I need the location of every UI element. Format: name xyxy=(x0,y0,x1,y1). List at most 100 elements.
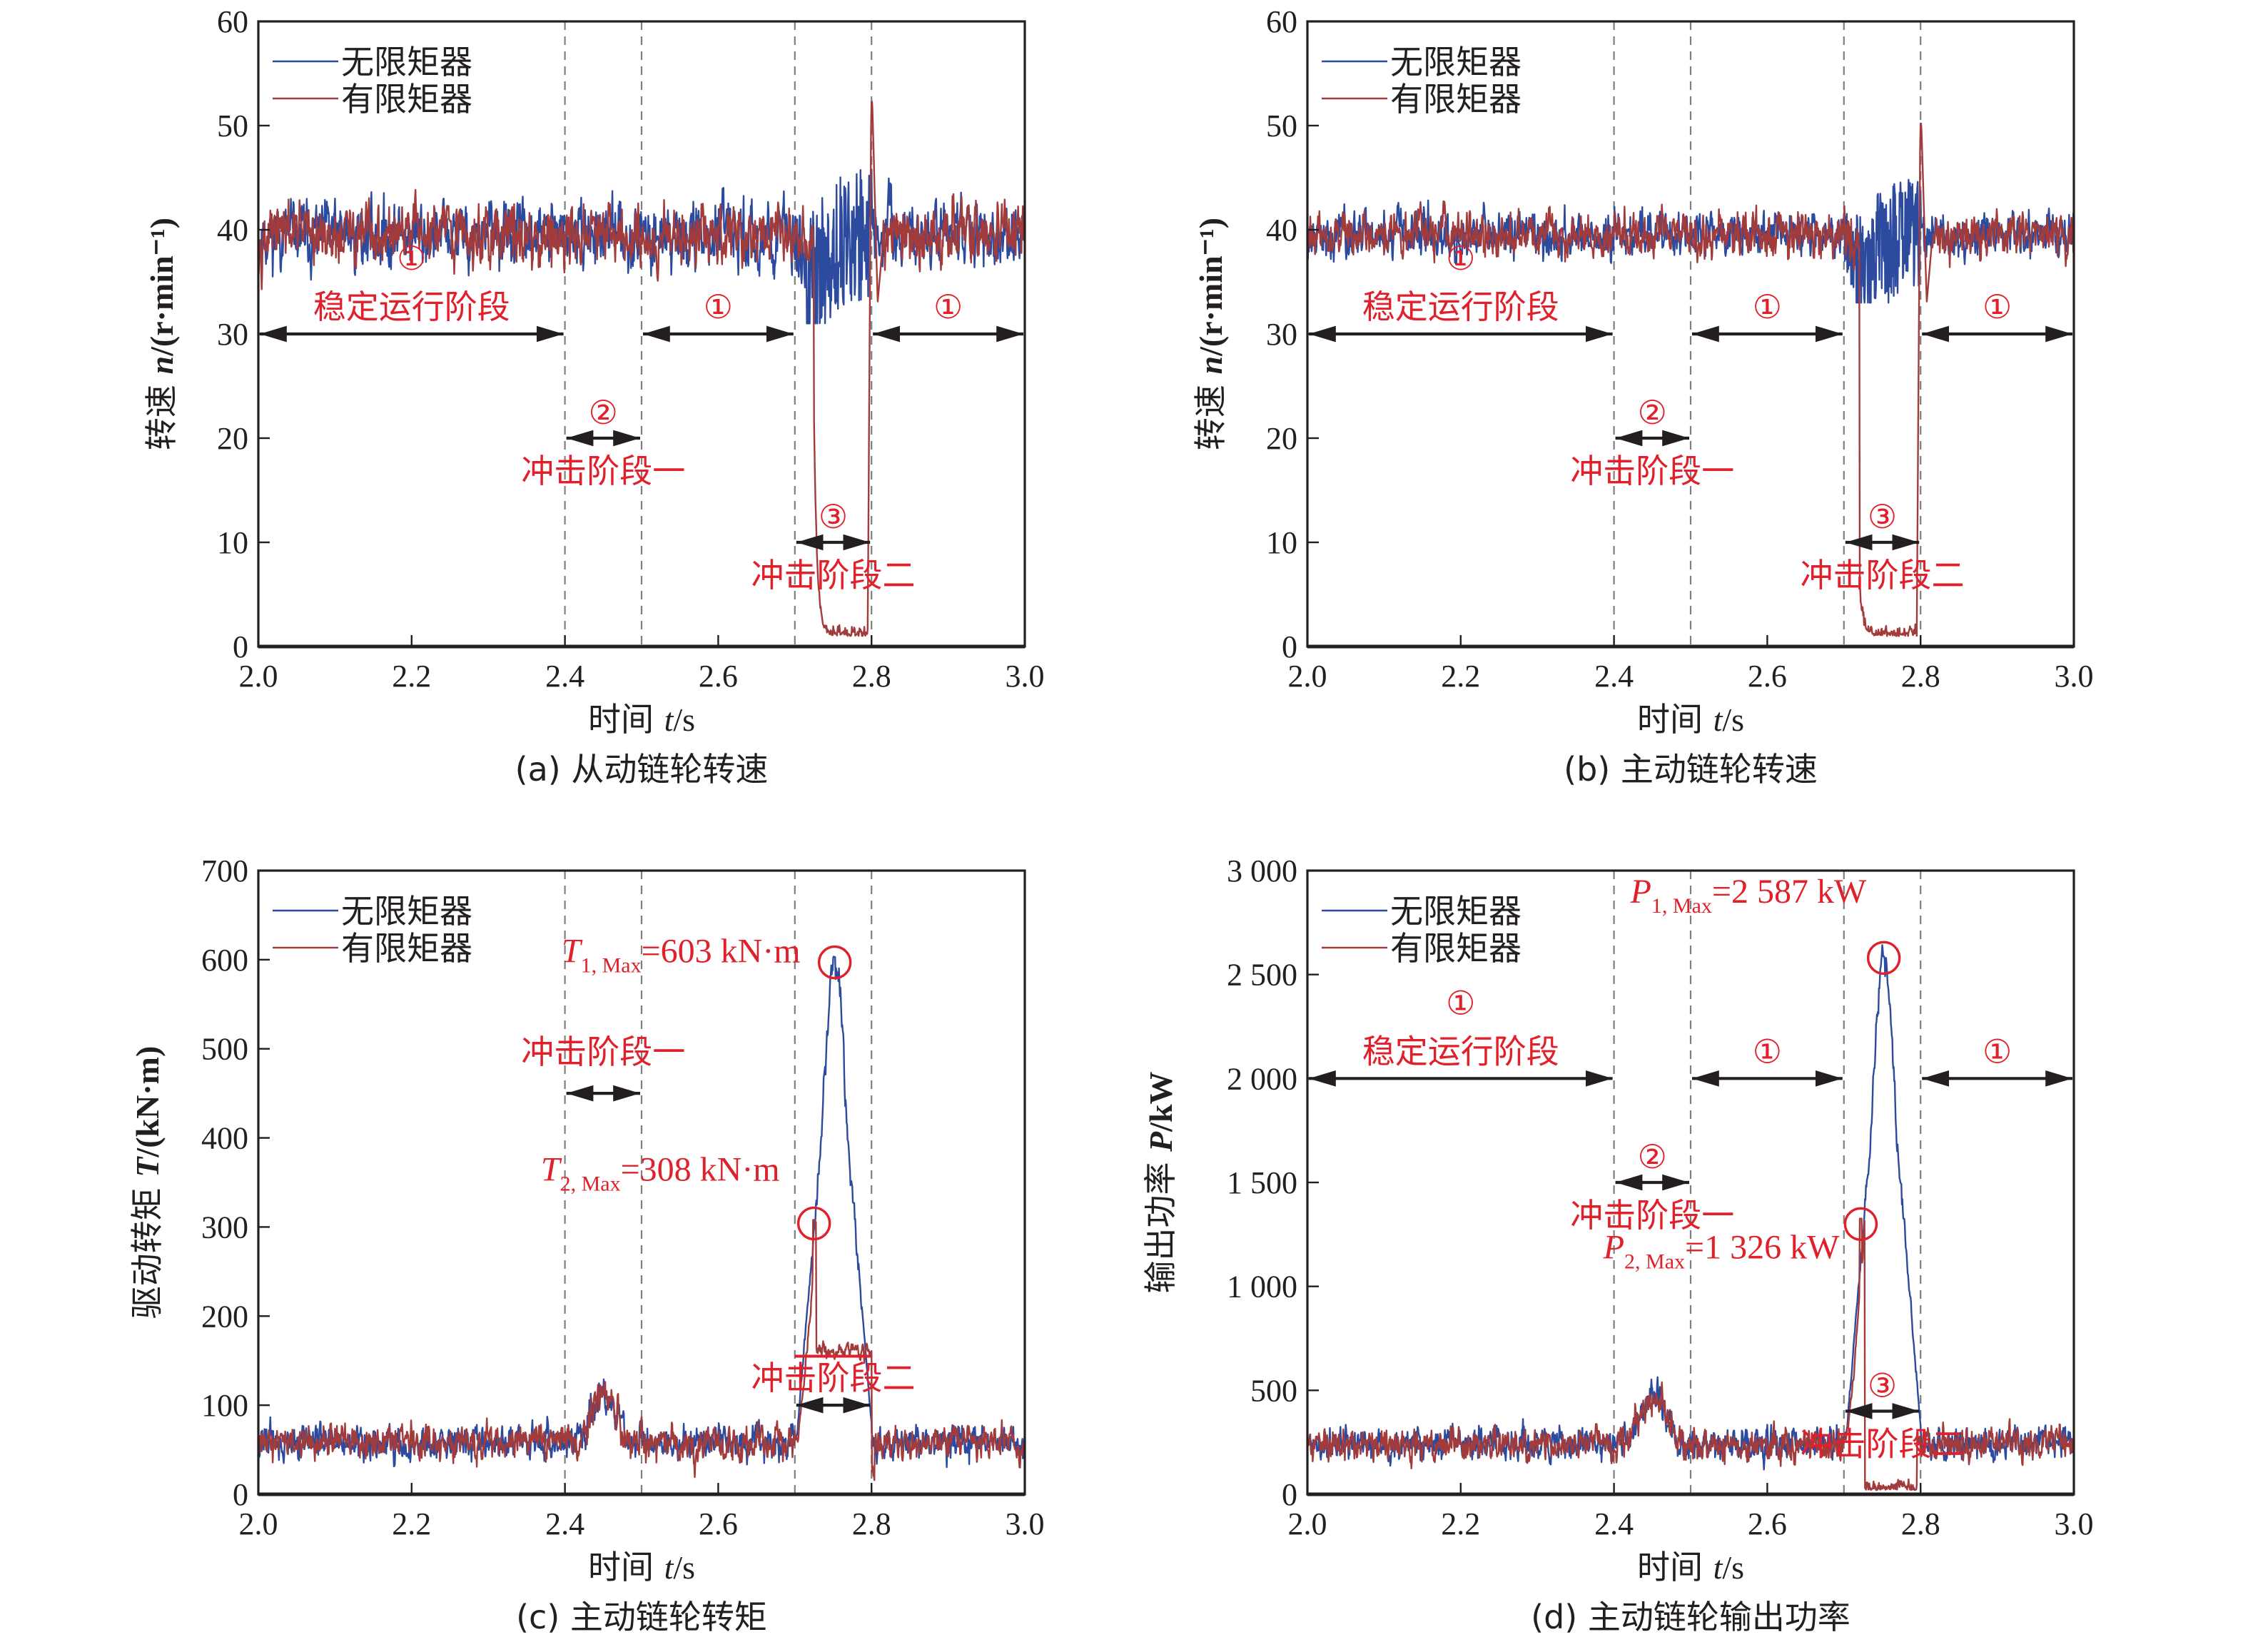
x-tick-label: 2.6 xyxy=(699,659,738,694)
legend-label: 有限矩器 xyxy=(1390,80,1522,118)
x-axis-title-unit: /s xyxy=(673,1549,695,1586)
x-tick-label: 2.4 xyxy=(545,659,584,694)
y-axis-title: 输出功率 P/kW xyxy=(1141,1071,1180,1293)
panel-a-driven-sprocket-speed: 2.0 2.2 2.4 2.6 2.8 3.0 0 10 20 30 40 50 60 时间 t/s (a)… xyxy=(142,4,1045,789)
stage-label: 冲击阶段一 xyxy=(521,1033,685,1071)
peak-value-label: T2, Max=308 kN·m xyxy=(541,1150,780,1195)
stage-label: 稳定运行阶段 xyxy=(313,288,510,326)
y-axis-title-prefix: 转速 xyxy=(142,374,181,450)
stage-marker: ① xyxy=(1983,1032,2012,1070)
y-axis-title-unit: /kW xyxy=(1143,1071,1179,1132)
stage-label: 冲击阶段一 xyxy=(1570,452,1734,490)
peak-value-text: =1 326 kW xyxy=(1685,1228,1840,1266)
stage-marker: ③ xyxy=(1868,1366,1897,1404)
y-tick-label: 500 xyxy=(201,1032,248,1067)
legend-label: 有限矩器 xyxy=(341,80,472,118)
x-axis-title-unit: /s xyxy=(1722,1549,1744,1586)
panel-caption: (d) 主动链轮输出功率 xyxy=(1531,1598,1850,1636)
y-tick-label: 1 500 xyxy=(1227,1165,1297,1200)
peak-marker-circle xyxy=(796,1206,831,1241)
y-axis-title: 转速 n/(r·min⁻¹) xyxy=(1191,218,1230,450)
y-tick-label: 2 500 xyxy=(1227,958,1297,993)
legend-label: 无限矩器 xyxy=(1390,43,1522,81)
peak-value-label: T1, Max=603 kN·m xyxy=(562,933,801,978)
x-tick-label: 2.6 xyxy=(1748,659,1787,694)
y-tick-label: 10 xyxy=(217,525,248,560)
y-tick-label: 200 xyxy=(201,1299,248,1334)
x-axis-title-unit: /s xyxy=(673,701,695,738)
y-tick-label: 50 xyxy=(1266,108,1297,143)
y-axis-title: 驱动转矩 T/(kN·m) xyxy=(128,1046,166,1319)
series-line-with-limiter xyxy=(1306,1217,2075,1491)
y-axis-title-prefix: 输出功率 xyxy=(1141,1152,1180,1294)
y-tick-label: 1 000 xyxy=(1227,1270,1297,1304)
panel-d-drive-sprocket-power: 2.0 2.2 2.4 2.6 2.8 3.0 0 500 1 000 1 500 2 000 2 5… xyxy=(1141,853,2094,1636)
x-axis-title: 时间 t/s xyxy=(588,700,695,739)
x-tick-label: 2.2 xyxy=(1441,659,1480,694)
peak-var: T xyxy=(562,933,583,971)
stage-marker: ① xyxy=(1983,288,2012,326)
peak-marker-circle xyxy=(1843,1207,1878,1241)
x-axis-title: 时间 t/s xyxy=(1637,700,1744,739)
stage-marker: ② xyxy=(589,393,618,432)
x-axis-title-prefix: 时间 xyxy=(1637,1548,1713,1586)
peak-value-text: =308 kN·m xyxy=(621,1150,780,1188)
y-axis-title: 转速 n/(r·min⁻¹) xyxy=(142,218,181,450)
panel-c-drive-sprocket-torque: 2.0 2.2 2.4 2.6 2.8 3.0 0 100 200 300 400 500 600 700… xyxy=(128,853,1045,1636)
x-tick-label: 2.4 xyxy=(1594,659,1634,694)
peak-var: P xyxy=(1630,873,1651,911)
y-tick-label: 50 xyxy=(217,108,248,143)
peak-subscript: 2, Max xyxy=(1624,1250,1685,1273)
y-tick-label: 20 xyxy=(1266,421,1297,456)
series-line-with-limiter xyxy=(257,101,1026,637)
peak-marker-circle xyxy=(817,945,852,980)
y-tick-label: 60 xyxy=(217,4,248,39)
legend-label: 有限矩器 xyxy=(341,929,472,968)
stage-label: 稳定运行阶段 xyxy=(1362,1032,1559,1070)
stage-marker: ① xyxy=(1753,1032,1782,1070)
legend-label: 无限矩器 xyxy=(341,43,472,81)
stage-marker: ① xyxy=(1446,983,1475,1022)
panel-caption: (b) 主动链轮转速 xyxy=(1564,750,1818,789)
peak-var: T xyxy=(541,1150,562,1188)
x-tick-label: 2.8 xyxy=(852,659,891,694)
x-axis-title: 时间 t/s xyxy=(1637,1548,1744,1586)
x-axis-title-prefix: 时间 xyxy=(1637,700,1713,739)
x-tick-label: 3.0 xyxy=(2055,1506,2094,1541)
x-tick-label: 3.0 xyxy=(2055,659,2094,694)
stage-marker: ③ xyxy=(1868,497,1897,536)
panel-b-drive-sprocket-speed: 2.0 2.2 2.4 2.6 2.8 3.0 0 10 20 30 40 50 60 时间 t/s (b)… xyxy=(1191,4,2094,789)
x-tick-label: 2.8 xyxy=(852,1506,891,1541)
x-tick-label: 2.0 xyxy=(1288,1506,1327,1541)
x-axis-title-var: t xyxy=(664,1549,674,1586)
y-axis-title-unit: /(r·min⁻¹) xyxy=(1193,218,1229,357)
y-axis-title-prefix: 驱动转矩 xyxy=(128,1177,166,1319)
y-tick-label: 0 xyxy=(1282,1477,1297,1512)
y-axis-title-var: P xyxy=(1143,1131,1179,1152)
peak-subscript: 2, Max xyxy=(560,1172,621,1195)
x-tick-label: 2.6 xyxy=(699,1506,738,1541)
stage-label: 稳定运行阶段 xyxy=(1362,288,1559,326)
series-line-with-limiter xyxy=(257,1219,1026,1481)
stage-label: 冲击阶段二 xyxy=(751,1359,916,1397)
y-tick-label: 30 xyxy=(1266,317,1297,352)
x-tick-label: 2.2 xyxy=(392,659,431,694)
y-tick-label: 300 xyxy=(201,1210,248,1245)
series-line-no-limiter xyxy=(257,956,1026,1469)
stage-label: 冲击阶段二 xyxy=(1801,556,1965,594)
peak-subscript: 1, Max xyxy=(581,954,642,978)
x-tick-label: 2.2 xyxy=(1441,1506,1480,1541)
peak-marker-circle xyxy=(1866,941,1901,976)
x-tick-label: 2.8 xyxy=(1901,659,1940,694)
x-tick-label: 3.0 xyxy=(1006,659,1045,694)
y-tick-label: 10 xyxy=(1266,525,1297,560)
y-axis-title-unit: /(kN·m) xyxy=(129,1046,166,1158)
stage-label: 冲击阶段二 xyxy=(1801,1424,1965,1463)
y-tick-label: 400 xyxy=(201,1121,248,1156)
y-axis-title-var: n xyxy=(1193,356,1229,375)
x-axis-title-prefix: 时间 xyxy=(588,1548,664,1586)
stage-marker: ① xyxy=(1753,288,1782,326)
y-tick-label: 100 xyxy=(201,1388,248,1423)
x-axis-title-var: t xyxy=(1713,701,1723,738)
